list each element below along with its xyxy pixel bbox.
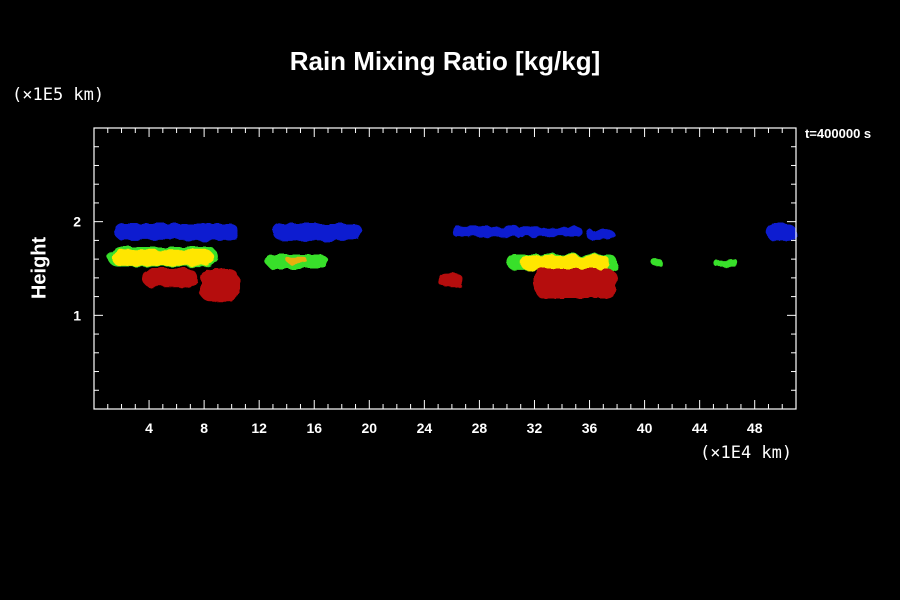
x-tick-label: 28 bbox=[472, 420, 488, 436]
cloud-band-2 bbox=[272, 223, 363, 241]
plot-frame bbox=[93, 127, 797, 410]
y-unit-label: (×1E5 km) bbox=[12, 85, 105, 105]
timestamp-label: t=400000 s bbox=[805, 126, 872, 141]
y-tick-label: 2 bbox=[73, 214, 81, 230]
x-tick-label: 4 bbox=[145, 420, 153, 436]
x-tick-label: 12 bbox=[251, 420, 267, 436]
rain-core-3 bbox=[520, 255, 611, 271]
rain-patch-2 bbox=[286, 257, 308, 264]
x-tick-label: 32 bbox=[527, 420, 543, 436]
rain-patch-5 bbox=[651, 259, 663, 266]
cloud-band-3 bbox=[451, 226, 521, 237]
x-tick-label: 20 bbox=[362, 420, 378, 436]
rain-patch-6 bbox=[713, 259, 739, 267]
cloud-band-1 bbox=[114, 223, 239, 241]
x-tick-label: 36 bbox=[582, 420, 598, 436]
chart-title: Rain Mixing Ratio [kg/kg] bbox=[289, 46, 601, 76]
cloud-band-6 bbox=[765, 223, 796, 241]
rain-below-3 bbox=[438, 273, 463, 288]
rain-core-1 bbox=[111, 249, 214, 266]
x-tick-label: 44 bbox=[692, 420, 708, 436]
rain-below-1 bbox=[142, 268, 198, 288]
rain-below-4 bbox=[534, 268, 618, 299]
y-tick-label: 1 bbox=[73, 307, 81, 323]
x-unit-label: (×1E4 km) bbox=[700, 443, 793, 463]
x-tick-label: 24 bbox=[417, 420, 433, 436]
x-tick-label: 48 bbox=[747, 420, 763, 436]
x-tick-label: 8 bbox=[200, 420, 208, 436]
x-tick-label: 40 bbox=[637, 420, 653, 436]
cloud-band-4 bbox=[517, 227, 583, 237]
cloud-band-5 bbox=[586, 229, 615, 241]
rain-below-2 bbox=[199, 268, 239, 302]
x-tick-label: 16 bbox=[306, 420, 322, 436]
